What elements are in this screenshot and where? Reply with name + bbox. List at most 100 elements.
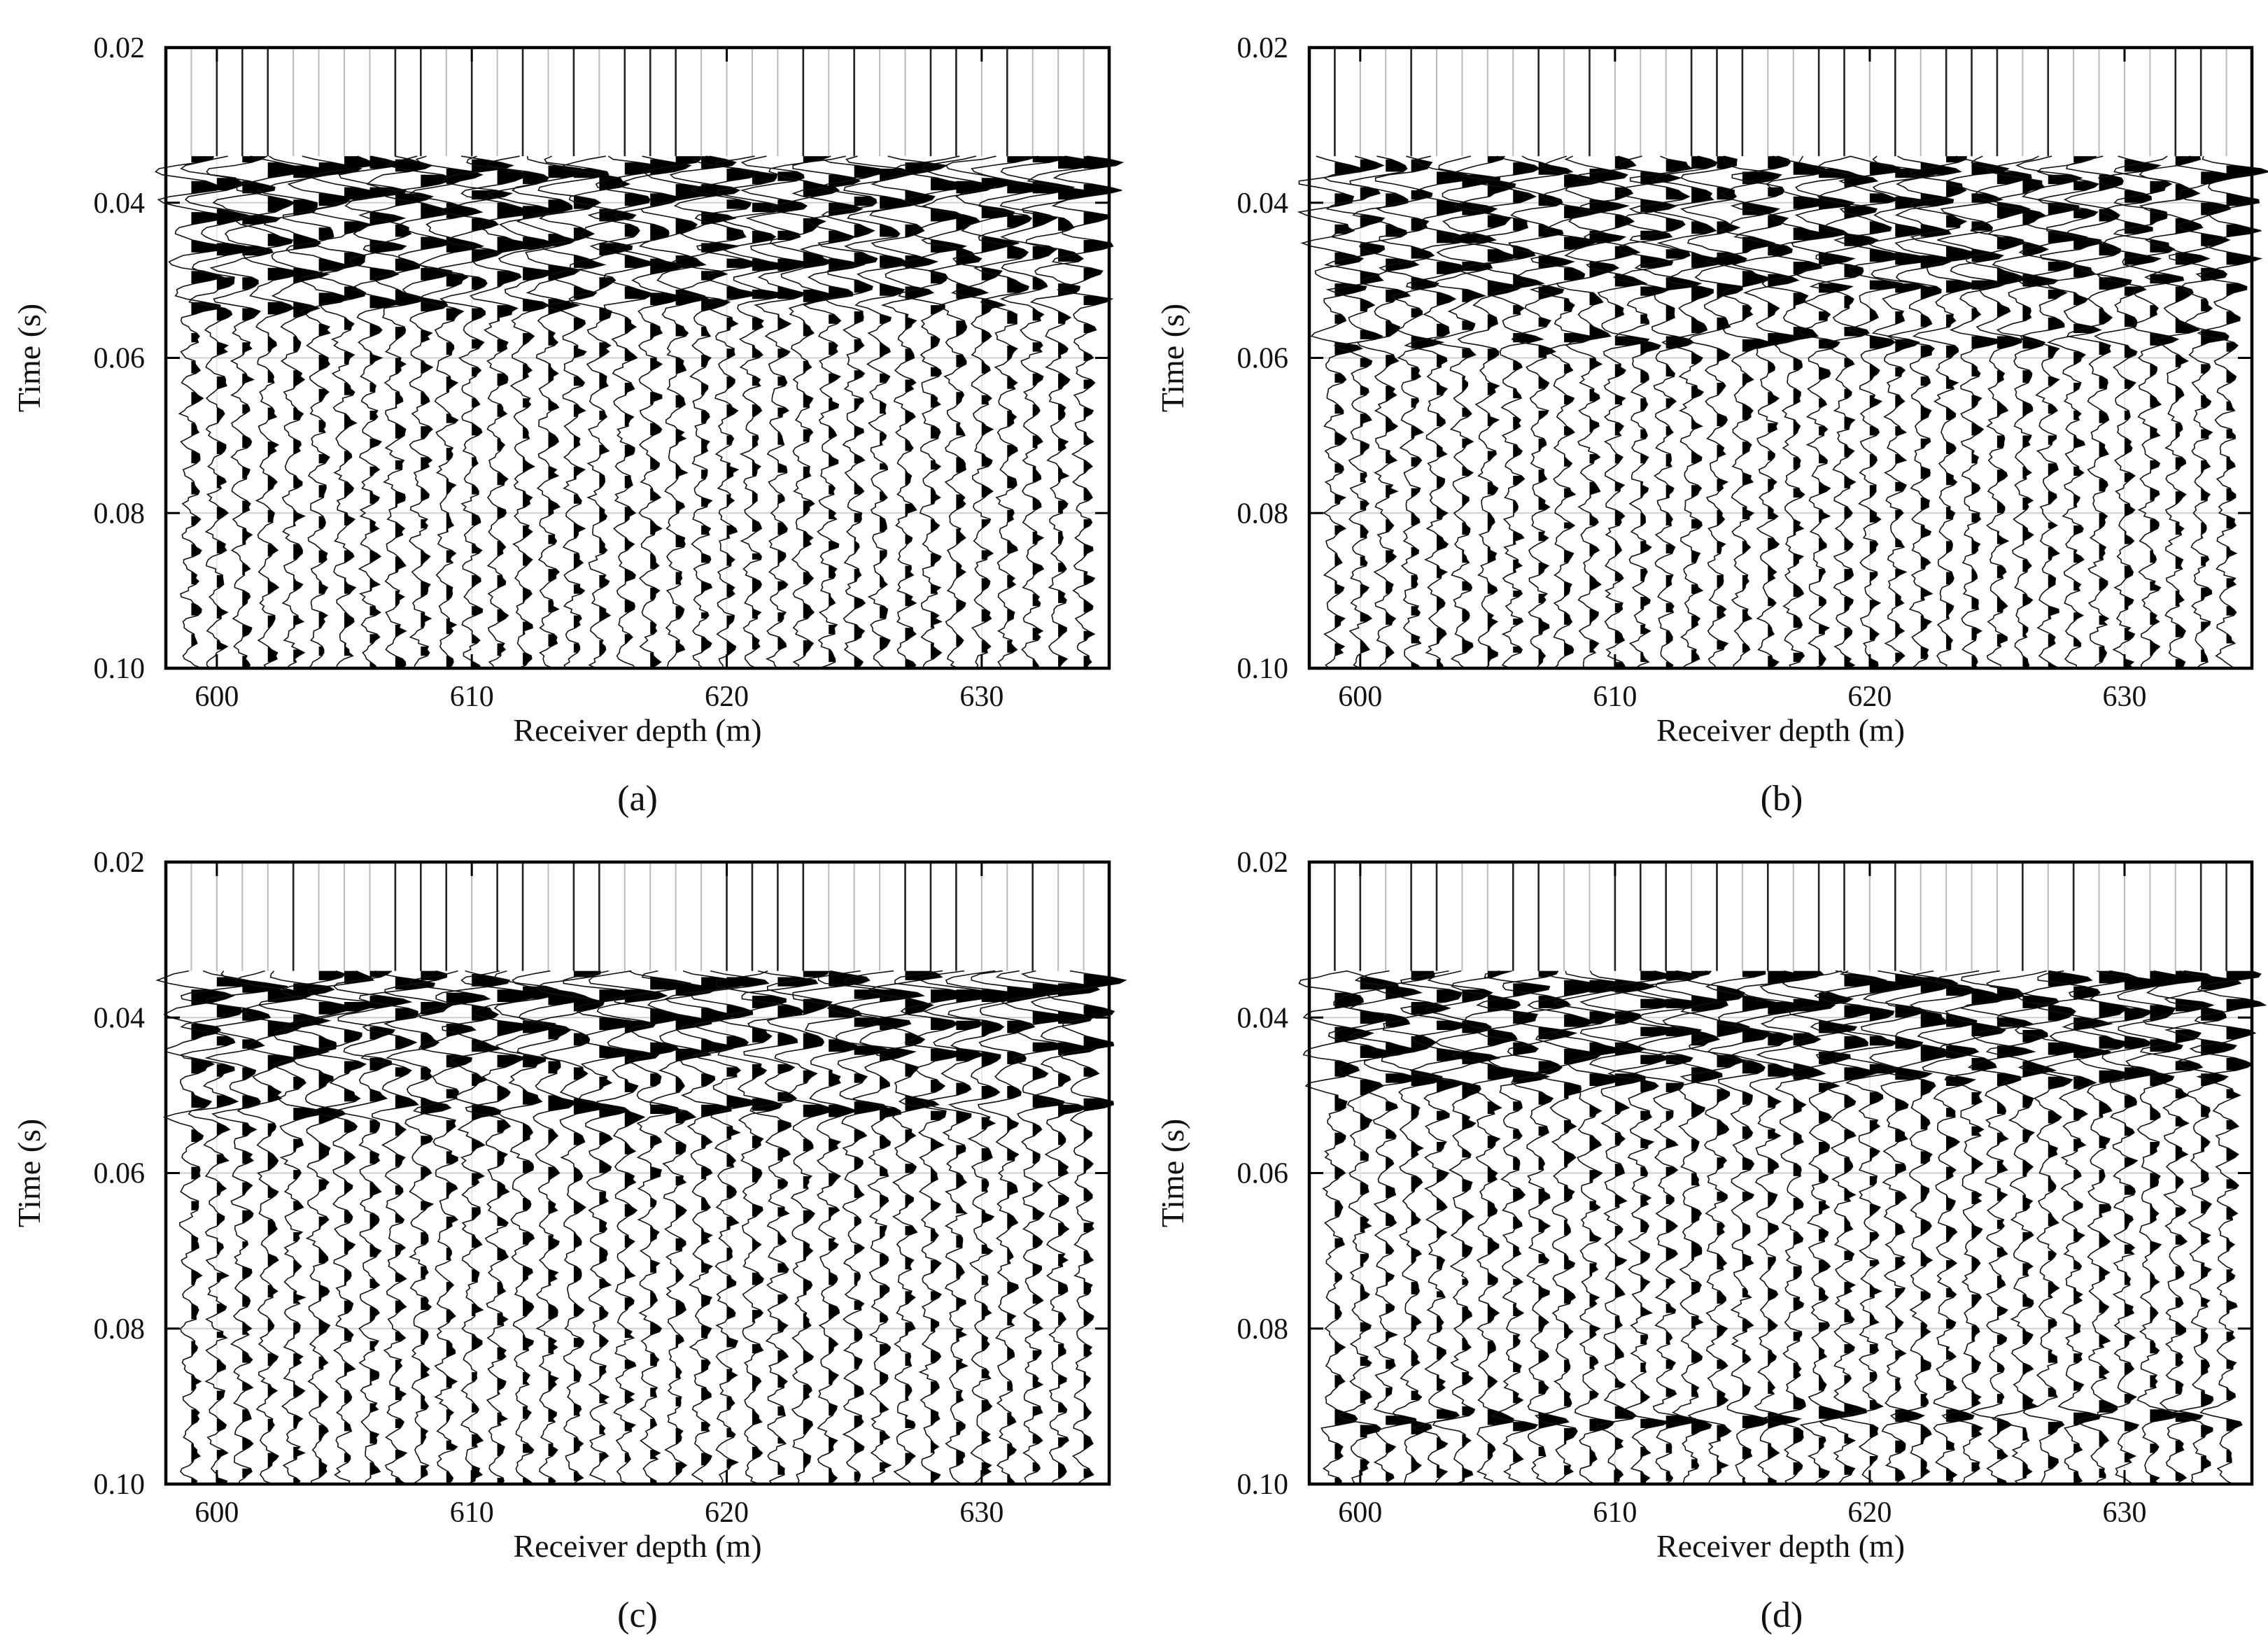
seismic-trace: [1349, 48, 1420, 669]
seismic-trace: [1865, 48, 1936, 669]
x-tick-label: 600: [1338, 681, 1382, 713]
seismic-trace: [1705, 48, 1782, 669]
seismic-trace: [154, 48, 228, 669]
x-tick-label: 620: [705, 1497, 749, 1529]
seismic-trace: [971, 48, 1050, 669]
seismic-trace: [1046, 862, 1127, 1485]
y-tick-label: 0.06: [1237, 343, 1289, 375]
panel-label: (a): [617, 779, 658, 819]
y-tick-label: 0.06: [94, 343, 146, 375]
seismic-trace: [588, 862, 668, 1485]
seismic-trace: [791, 48, 866, 669]
seismic-trace: [843, 862, 926, 1485]
seismic-trace: [435, 862, 511, 1485]
seismic-trace: [180, 48, 252, 669]
seismic-trace: [817, 862, 899, 1485]
seismic-trace: [1782, 862, 1858, 1485]
seismic-trace: [155, 862, 235, 1485]
seismic-trace: [920, 862, 1001, 1485]
seismic-trace: [1730, 862, 1807, 1485]
seismic-trace: [2088, 862, 2164, 1485]
x-tick-label: 600: [195, 681, 239, 713]
seismic-trace: [1756, 862, 1836, 1485]
x-axis-title: Receiver depth (m): [1656, 712, 1905, 748]
x-tick-label: 610: [450, 681, 494, 713]
seismic-trace: [1612, 48, 1683, 669]
seismic-trace: [999, 48, 1076, 669]
panel-label: (c): [617, 1595, 658, 1635]
seismic-trace: [2037, 862, 2114, 1485]
x-tick-label: 600: [1338, 1497, 1382, 1529]
seismic-trace: [689, 48, 761, 669]
seismic-trace: [1579, 862, 1657, 1485]
y-tick-label: 0.10: [1237, 653, 1289, 685]
seismic-trace: [358, 862, 436, 1485]
seismic-trace: [2113, 48, 2185, 669]
seismic-trace: [234, 48, 307, 669]
y-tick-label: 0.04: [94, 1002, 146, 1034]
seismic-trace: [1885, 862, 1959, 1485]
y-axis-title: Time (s): [11, 1119, 47, 1228]
seismic-trace: [206, 48, 282, 669]
seismic-trace: [563, 862, 641, 1485]
x-tick-label: 610: [450, 1497, 494, 1529]
seismic-trace: [439, 48, 514, 669]
y-tick-label: 0.04: [94, 188, 146, 220]
seismic-trace: [204, 862, 288, 1485]
seismic-trace: [537, 862, 611, 1485]
seismic-trace: [1051, 48, 1125, 669]
x-tick-label: 630: [959, 1497, 1003, 1529]
seismic-trace: [869, 48, 949, 669]
seismic-trace: [1832, 862, 1907, 1485]
x-tick-label: 610: [1593, 1497, 1637, 1529]
seismic-trace: [1476, 862, 1551, 1485]
seismic-trace: [1654, 48, 1727, 669]
seismic-trace: [664, 862, 749, 1485]
x-tick-label: 620: [1847, 681, 1892, 713]
seismic-trace: [1909, 48, 1980, 669]
seismic-trace: [1323, 48, 1386, 669]
seismic-trace: [1705, 862, 1784, 1485]
seismic-trace: [1603, 862, 1679, 1485]
seismic-trace: [715, 48, 789, 669]
seismic-trace: [2169, 48, 2234, 669]
panel-4: 0.02 0.04 0.06 0.08 0.10 600 610 620 630 Receiver…: [1155, 847, 2267, 1635]
y-tick-label: 0.10: [94, 653, 146, 685]
seismic-trace: [1431, 48, 1501, 669]
seismic-trace: [2164, 862, 2242, 1485]
y-tick-label: 0.02: [94, 847, 146, 879]
seismic-trace: [971, 862, 1050, 1485]
seismic-trace: [1374, 862, 1451, 1485]
seismic-trace: [338, 48, 407, 669]
seismic-trace: [1505, 48, 1575, 669]
seismic-trace: [613, 48, 692, 669]
seismic-trace: [638, 48, 715, 669]
seismic-trace: [1833, 48, 1903, 669]
seismic-trace: [1935, 862, 2008, 1485]
x-tick-label: 600: [195, 1497, 239, 1529]
seismic-trace: [1020, 862, 1101, 1485]
x-axis-title: Receiver depth (m): [513, 712, 761, 748]
seismic-trace: [945, 862, 1025, 1485]
seismic-trace: [1908, 862, 1980, 1485]
seismic-trace: [1730, 48, 1800, 669]
seismic-trace: [460, 862, 542, 1485]
seismic-trace: [1552, 862, 1628, 1485]
seismic-trace: [1632, 862, 1708, 1485]
seismic-trace: [2117, 862, 2195, 1485]
y-axis-title: Time (s): [1155, 304, 1190, 413]
traces: [1298, 862, 2267, 1485]
seismic-trace: [716, 862, 787, 1485]
seismic-trace: [920, 48, 995, 669]
seismic-trace: [2062, 862, 2138, 1485]
panel-1: 0.02 0.04 0.06 0.08 0.10 600 610 620 630 Receiver…: [11, 32, 1125, 819]
seismic-trace: [383, 862, 454, 1485]
seismic-trace: [409, 48, 485, 669]
seismic-trace: [309, 48, 388, 669]
seismic-trace: [740, 48, 815, 669]
seismic-trace: [1476, 48, 1545, 669]
x-tick-label: 630: [2102, 1497, 2146, 1529]
seismic-trace: [2015, 48, 2088, 669]
seismic-trace: [358, 48, 435, 669]
y-tick-label: 0.02: [1237, 847, 1289, 879]
